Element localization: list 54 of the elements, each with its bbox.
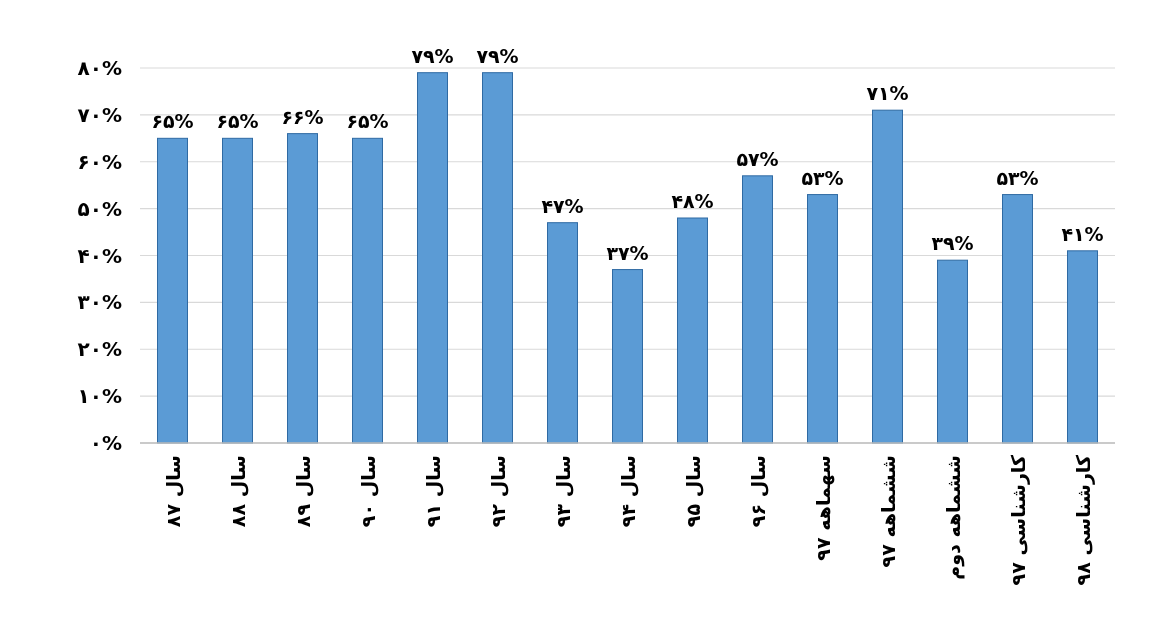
bar xyxy=(1002,194,1033,444)
x-tick-label: سال ۹۴ xyxy=(616,455,639,528)
data-label: ۶۵% xyxy=(346,110,389,133)
data-label: ۳۹% xyxy=(931,232,974,255)
x-tick-label: ششماهه ۹۷ xyxy=(876,455,899,568)
bar xyxy=(807,194,838,444)
x-tick-label: سال ۹۶ xyxy=(746,455,769,528)
bar xyxy=(937,259,968,444)
data-label: ۵۷% xyxy=(736,147,779,170)
y-tick-label: ۵۰% xyxy=(77,196,122,221)
x-tick-label: سال ۸۹ xyxy=(291,455,314,528)
y-tick-label: ۸۰% xyxy=(77,56,122,80)
bar xyxy=(1067,250,1098,444)
bar xyxy=(482,72,513,444)
x-tick-label: سال ۸۸ xyxy=(226,455,249,528)
bar xyxy=(287,133,318,444)
data-label: ۵۳% xyxy=(996,166,1039,189)
data-label: ۴۷% xyxy=(541,194,584,217)
y-tick-label: ۰% xyxy=(89,431,122,455)
x-tick-label: کارشناسی ۹۷ xyxy=(1006,454,1030,586)
x-tick-label: سال ۹۱ xyxy=(421,455,444,528)
bar xyxy=(677,217,708,444)
bar xyxy=(417,72,448,444)
data-label: ۵۳% xyxy=(801,166,844,189)
y-tick-label: ۴۰% xyxy=(77,243,122,268)
data-label: ۷۹% xyxy=(411,44,454,67)
x-tick-label: ششماهه دوم xyxy=(941,455,965,580)
data-label: ۶۶% xyxy=(281,105,324,128)
data-label: ۶۵% xyxy=(216,110,259,133)
y-tick-label: ۷۰% xyxy=(77,102,122,127)
bar xyxy=(742,175,773,444)
x-tick-label: سال ۸۷ xyxy=(161,455,184,528)
bar xyxy=(222,137,253,444)
bar xyxy=(547,222,578,444)
x-tick-label: سهماهه ۹۷ xyxy=(811,455,835,561)
data-label: ۴۱% xyxy=(1061,222,1104,245)
x-tick-label: سال ۹۰ xyxy=(356,455,379,528)
data-label: ۴۸% xyxy=(671,190,714,212)
bar xyxy=(872,109,903,444)
y-tick-label: ۱۰% xyxy=(77,384,122,409)
y-tick-label: ۶۰% xyxy=(77,149,122,174)
bar xyxy=(352,137,383,444)
x-tick-label: سال ۹۲ xyxy=(486,455,509,528)
data-label: ۶۵% xyxy=(151,110,194,133)
y-tick-label: ۲۰% xyxy=(77,337,122,362)
x-tick-label: سال ۹۳ xyxy=(551,455,574,528)
data-label: ۷۹% xyxy=(476,44,519,67)
x-tick-label: کارشناسی ۹۸ xyxy=(1071,454,1095,586)
data-label: ۷۱% xyxy=(866,82,909,105)
data-label: ۳۷% xyxy=(606,241,649,264)
bar xyxy=(157,137,188,444)
x-tick-label: سال ۹۵ xyxy=(681,455,704,528)
y-tick-label: ۳۰% xyxy=(77,290,122,315)
bar xyxy=(612,269,643,444)
